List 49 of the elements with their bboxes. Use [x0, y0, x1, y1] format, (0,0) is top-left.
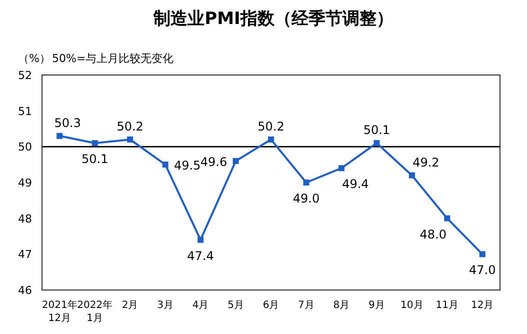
data-label: 48.0 [420, 227, 447, 242]
data-label: 50.3 [54, 116, 81, 130]
x-tick-label: 6月 [262, 300, 280, 311]
data-label: 49.4 [342, 177, 369, 192]
point [232, 158, 239, 164]
y-tick-label: 50 [18, 140, 32, 154]
x-tick-label: 2022年 1月 [77, 299, 113, 324]
point [198, 236, 204, 243]
data-label: 47.0 [469, 263, 496, 278]
y-tick-label: 48 [18, 212, 32, 226]
data-label: 50.2 [258, 120, 284, 134]
data-label: 49.5 [174, 158, 201, 173]
x-tick-label: 10月 [400, 300, 424, 311]
point [92, 140, 98, 146]
data-label: 50.2 [116, 120, 144, 134]
text: 50%=与上月比较无变化 [52, 52, 174, 65]
chart-title: 制造业PMI指数（经季节调整） [152, 9, 394, 29]
point [444, 215, 450, 222]
x-tick-label: 12月 [471, 300, 494, 311]
point [479, 251, 486, 258]
point [303, 180, 310, 186]
x-tick-label: 9月 [368, 300, 385, 311]
y-axis-title: （%） [18, 52, 50, 65]
y-tick-label: 49 [18, 176, 32, 190]
point [127, 136, 134, 142]
point [338, 165, 344, 172]
point [162, 162, 168, 168]
x-tick-label: 8月 [333, 300, 350, 311]
data-label: 49.6 [200, 155, 228, 169]
x-tick-label: 7月 [298, 300, 314, 311]
y-tick-label: 46 [18, 284, 32, 297]
point [56, 132, 63, 139]
data-label: 50.1 [81, 152, 108, 166]
x-tick-label: 3月 [157, 300, 174, 311]
x-tick-label: 2021年 12月 [42, 299, 78, 324]
point [268, 136, 274, 142]
x-tick-label: 2月 [122, 300, 138, 311]
x-tick-label: 4月 [192, 300, 209, 311]
point [408, 172, 415, 178]
y-tick-label: 51 [18, 104, 32, 118]
point [374, 140, 380, 146]
data-label: 47.4 [187, 248, 214, 263]
x-tick-label: 11月 [436, 300, 459, 311]
data-label: 50.1 [363, 123, 390, 138]
x-tick-label: 5月 [228, 300, 244, 311]
data-label: 49.2 [412, 155, 440, 170]
y-tick-label: 52 [18, 69, 32, 82]
y-tick-label: 47 [18, 248, 32, 262]
data-label: 49.0 [292, 192, 320, 206]
